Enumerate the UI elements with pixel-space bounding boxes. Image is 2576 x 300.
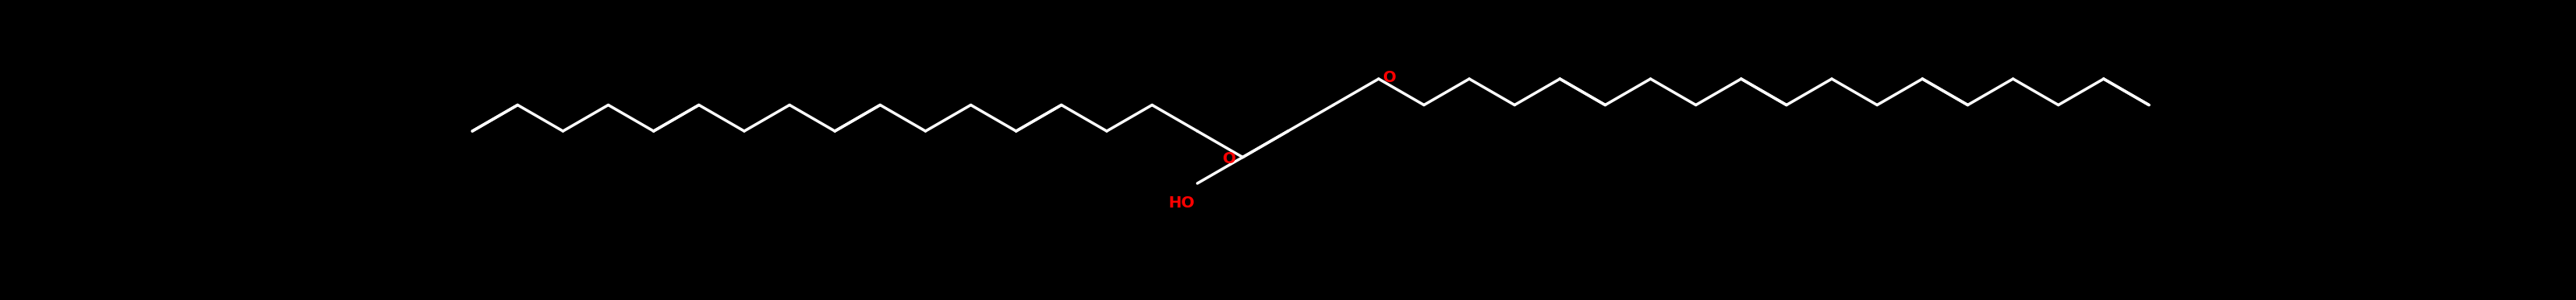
Text: O: O	[1224, 151, 1236, 166]
Text: O: O	[1383, 70, 1396, 85]
Text: HO: HO	[1170, 195, 1195, 211]
